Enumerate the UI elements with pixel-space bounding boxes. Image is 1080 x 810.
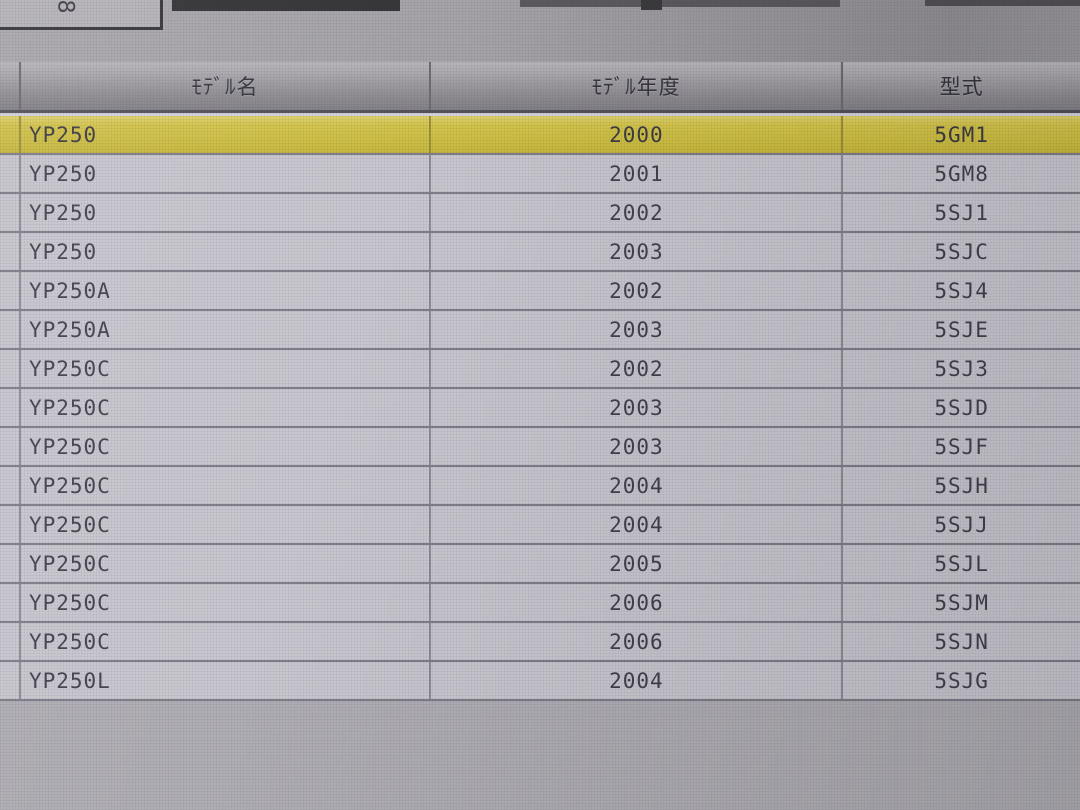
row-gutter [0, 155, 21, 192]
model-year-cell: 2000 [431, 116, 844, 153]
table-row[interactable]: YP250 2001 5GM8 [0, 155, 1080, 194]
column-header-model-name[interactable]: ﾓﾃﾞﾙ名 [21, 62, 432, 110]
row-gutter [0, 272, 21, 309]
model-year-cell: 2003 [431, 233, 844, 270]
model-name-cell: YP250C [21, 506, 432, 543]
model-name-cell: YP250C [21, 350, 432, 387]
row-gutter [0, 116, 21, 153]
model-name-cell: YP250C [21, 428, 432, 465]
model-code-cell: 5GM8 [934, 161, 989, 186]
model-code-cell: 5SJM [934, 590, 989, 615]
table-row[interactable]: YP250C 2002 5SJ3 [0, 350, 1080, 389]
model-name-cell: YP250C [21, 545, 432, 582]
model-name-cell: YP250 [21, 233, 432, 270]
model-name-cell: YP250C [21, 584, 432, 621]
row-gutter [0, 311, 21, 348]
row-gutter [0, 545, 21, 582]
model-table: ﾓﾃﾞﾙ名 ﾓﾃﾞﾙ年度 型式 YP250 2000 5GM1 YP250 2001 5G… [0, 62, 1080, 701]
table-rows: YP250 2000 5GM1 YP250 2001 5GM8 YP250 2002 5SJ1 Y… [0, 113, 1080, 701]
model-name-cell: YP250C [21, 623, 432, 660]
model-code-cell: 5GM1 [934, 122, 989, 147]
model-year-cell: 2005 [431, 545, 844, 582]
cutoff-dark-bar [172, 0, 400, 11]
model-code-cell: 5SJ1 [934, 200, 989, 225]
table-header-row: ﾓﾃﾞﾙ名 ﾓﾃﾞﾙ年度 型式 [0, 62, 1080, 113]
model-year-cell: 2003 [431, 311, 844, 348]
table-row[interactable]: YP250A 2002 5SJ4 [0, 272, 1080, 311]
model-name-cell: YP250C [21, 389, 432, 426]
table-row[interactable]: YP250 2003 5SJC [0, 233, 1080, 272]
model-name-cell: YP250 [21, 194, 432, 231]
table-row[interactable]: YP250L 2004 5SJG [0, 662, 1080, 701]
area-above-table: 8 [0, 0, 1080, 62]
model-code-cell: 5SJ3 [934, 356, 989, 381]
model-year-cell: 2004 [431, 662, 844, 699]
table-row[interactable]: YP250A 2003 5SJE [0, 311, 1080, 350]
row-gutter [0, 584, 21, 621]
column-header-model-code[interactable]: 型式 [939, 75, 984, 99]
model-code-cell: 5SJF [934, 434, 989, 459]
table-row[interactable]: YP250C 2004 5SJJ [0, 506, 1080, 545]
cutoff-dark-bar [520, 0, 840, 7]
model-code-cell: 5SJC [934, 239, 989, 264]
table-row[interactable]: YP250C 2004 5SJH [0, 467, 1080, 506]
model-code-cell: 5SJD [934, 395, 989, 420]
table-row[interactable]: YP250C 2006 5SJM [0, 584, 1080, 623]
cutoff-dark-bar [925, 0, 1080, 6]
model-year-cell: 2006 [431, 623, 844, 660]
model-name-cell: YP250L [21, 662, 432, 699]
model-year-cell: 2002 [431, 194, 844, 231]
table-row[interactable]: YP250C 2005 5SJL [0, 545, 1080, 584]
cutoff-window-corner: 8 [0, 0, 163, 30]
row-gutter [0, 428, 21, 465]
table-row[interactable]: YP250C 2003 5SJD [0, 389, 1080, 428]
row-gutter [0, 623, 21, 660]
model-year-cell: 2004 [431, 506, 844, 543]
model-code-cell: 5SJL [934, 551, 989, 576]
model-year-cell: 2002 [431, 350, 844, 387]
table-row-selected[interactable]: YP250 2000 5GM1 [0, 116, 1080, 155]
model-year-cell: 2006 [431, 584, 844, 621]
model-year-cell: 2003 [431, 428, 844, 465]
model-year-cell: 2001 [431, 155, 844, 192]
model-code-cell: 5SJH [934, 473, 989, 498]
model-code-cell: 5SJE [934, 317, 989, 342]
table-row[interactable]: YP250C 2003 5SJF [0, 428, 1080, 467]
row-gutter [0, 350, 21, 387]
row-gutter [0, 194, 21, 231]
row-gutter [0, 389, 21, 426]
model-year-cell: 2004 [431, 467, 844, 504]
model-code-cell: 5SJN [934, 629, 989, 654]
header-gutter [0, 62, 21, 110]
model-name-cell: YP250A [21, 272, 432, 309]
row-gutter [0, 506, 21, 543]
row-gutter [0, 662, 21, 699]
cutoff-text-fragment: 8 [52, 0, 78, 14]
model-year-cell: 2002 [431, 272, 844, 309]
table-row[interactable]: YP250 2002 5SJ1 [0, 194, 1080, 233]
model-name-cell: YP250 [21, 116, 432, 153]
model-code-cell: 5SJG [934, 668, 989, 693]
cutoff-dark-notch [641, 0, 662, 10]
model-name-cell: YP250 [21, 155, 432, 192]
row-gutter [0, 467, 21, 504]
table-row[interactable]: YP250C 2006 5SJN [0, 623, 1080, 662]
model-name-cell: YP250C [21, 467, 432, 504]
row-gutter [0, 233, 21, 270]
model-code-cell: 5SJJ [934, 512, 989, 537]
model-code-cell: 5SJ4 [934, 278, 989, 303]
model-name-cell: YP250A [21, 311, 432, 348]
model-year-cell: 2003 [431, 389, 844, 426]
column-header-model-year[interactable]: ﾓﾃﾞﾙ年度 [431, 62, 844, 110]
